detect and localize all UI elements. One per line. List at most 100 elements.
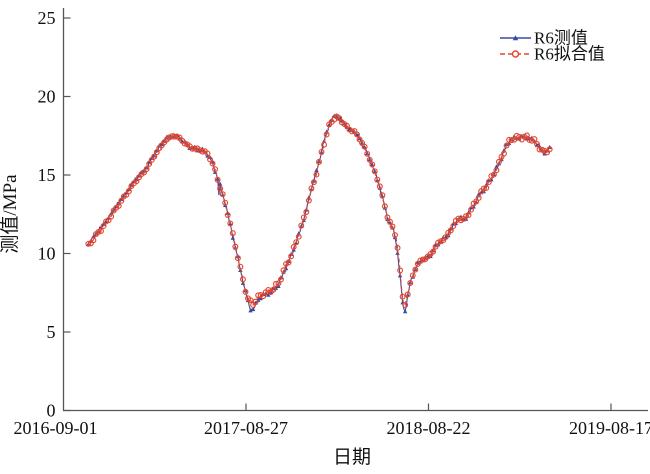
marker-circle-icon: [465, 212, 472, 218]
marker-circle-icon: [98, 228, 104, 234]
marker-circle-icon: [412, 266, 419, 273]
legend: R6测值 R6拟合值: [500, 29, 605, 64]
marker-circle-icon: [278, 276, 284, 283]
marker-triangle-icon: [314, 167, 319, 173]
marker-circle-icon: [239, 276, 246, 283]
marker-circle-icon: [409, 272, 416, 279]
legend-marker-circle-icon: [511, 50, 520, 58]
marker-circle-icon: [508, 137, 515, 144]
marker-circle-icon: [354, 131, 360, 138]
marker-triangle-icon: [250, 306, 256, 312]
marker-circle-icon: [303, 209, 310, 215]
marker-circle-icon: [219, 191, 226, 198]
x-tick-label: 2018-08-22: [387, 418, 471, 438]
marker-triangle-icon: [299, 223, 304, 229]
marker-triangle-icon: [494, 164, 499, 169]
marker-circle-icon: [379, 192, 386, 199]
marker-circle-icon: [242, 288, 249, 295]
marker-triangle-icon: [354, 132, 360, 137]
marker-circle-icon: [419, 256, 426, 263]
marker-circle-icon: [501, 150, 508, 157]
marker-triangle-icon: [273, 285, 279, 290]
marker-circle-icon: [212, 166, 219, 173]
marker-circle-icon: [318, 149, 325, 155]
series-line-triangle: [87, 115, 551, 314]
marker-triangle-icon: [255, 297, 261, 302]
marker-circle-icon: [252, 298, 259, 305]
marker-circle-icon: [209, 160, 216, 167]
marker-circle-icon: [247, 297, 254, 304]
marker-circle-icon: [118, 197, 125, 204]
marker-circle-icon: [404, 291, 411, 298]
marker-triangle-icon: [372, 169, 377, 174]
marker-circle-icon: [475, 194, 482, 201]
marker-circle-icon: [316, 158, 322, 165]
marker-circle-icon: [108, 213, 115, 220]
marker-circle-icon: [389, 223, 396, 230]
marker-circle-icon: [270, 286, 277, 293]
x-tick-label: 2019-08-17: [569, 418, 650, 438]
marker-circle-icon: [490, 171, 497, 178]
marker-triangle-icon: [283, 266, 289, 271]
marker-circle-icon: [366, 156, 373, 163]
marker-circle-icon: [376, 183, 383, 190]
marker-circle-icon: [381, 203, 388, 210]
marker-circle-icon: [295, 233, 302, 240]
y-tick-label: 15: [38, 165, 56, 185]
marker-triangle-icon: [248, 308, 253, 313]
marker-circle-icon: [394, 244, 401, 251]
marker-circle-icon: [536, 146, 543, 153]
plot-area: 0 5 10 15 20 25 2016-09-01 2017-08-27 2018-08-22…: [14, 8, 650, 438]
marker-triangle-icon: [217, 181, 223, 186]
y-tick-label: 0: [47, 401, 56, 421]
legend-marker-triangle-icon: [512, 35, 519, 41]
marker-circle-icon: [313, 171, 320, 178]
marker-circle-icon: [480, 185, 487, 192]
marker-triangle-icon: [319, 150, 324, 155]
marker-circle-icon: [298, 222, 305, 229]
marker-circle-icon: [222, 199, 229, 206]
marker-triangle-icon: [370, 162, 375, 167]
marker-circle-icon: [227, 220, 234, 227]
marker-circle-icon: [523, 132, 530, 139]
marker-circle-icon: [153, 149, 160, 156]
marker-circle-icon: [151, 153, 158, 160]
marker-circle-icon: [503, 142, 510, 149]
marker-triangle-icon: [159, 141, 165, 147]
marker-circle-icon: [143, 166, 150, 173]
marker-circle-icon: [369, 161, 376, 168]
series-line-circle: [87, 114, 550, 307]
marker-circle-icon: [217, 185, 224, 192]
marker-circle-icon: [85, 240, 92, 247]
marker-circle-icon: [468, 206, 475, 213]
legend-entry-measured: R6测值: [500, 29, 588, 48]
marker-triangle-icon: [230, 235, 236, 240]
marker-circle-icon: [386, 218, 393, 225]
marker-circle-icon: [308, 185, 315, 192]
x-axis-title: 日期: [333, 446, 371, 468]
marker-circle-icon: [100, 222, 107, 229]
marker-circle-icon: [546, 146, 553, 153]
legend-label-measured: R6测值: [534, 29, 588, 48]
marker-circle-icon: [384, 214, 391, 221]
marker-circle-icon: [361, 143, 368, 150]
marker-circle-icon: [483, 184, 490, 191]
marker-circle-icon: [224, 212, 231, 219]
marker-circle-icon: [300, 214, 307, 221]
marker-circle-icon: [191, 145, 198, 152]
marker-circle-icon: [407, 280, 414, 286]
marker-circle-icon: [305, 197, 312, 204]
marker-circle-icon: [234, 255, 241, 262]
x-tick-label: 2016-09-01: [14, 418, 98, 438]
marker-circle-icon: [285, 259, 292, 266]
marker-circle-icon: [288, 253, 295, 260]
legend-label-fitted: R6拟合值: [534, 45, 605, 64]
marker-circle-icon: [232, 243, 239, 250]
marker-circle-icon: [348, 128, 355, 135]
marker-circle-icon: [310, 179, 317, 186]
marker-circle-icon: [204, 150, 211, 157]
y-axis-title: 测值/MPa: [0, 174, 21, 254]
marker-circle-icon: [485, 179, 492, 185]
marker-circle-icon: [199, 148, 206, 155]
